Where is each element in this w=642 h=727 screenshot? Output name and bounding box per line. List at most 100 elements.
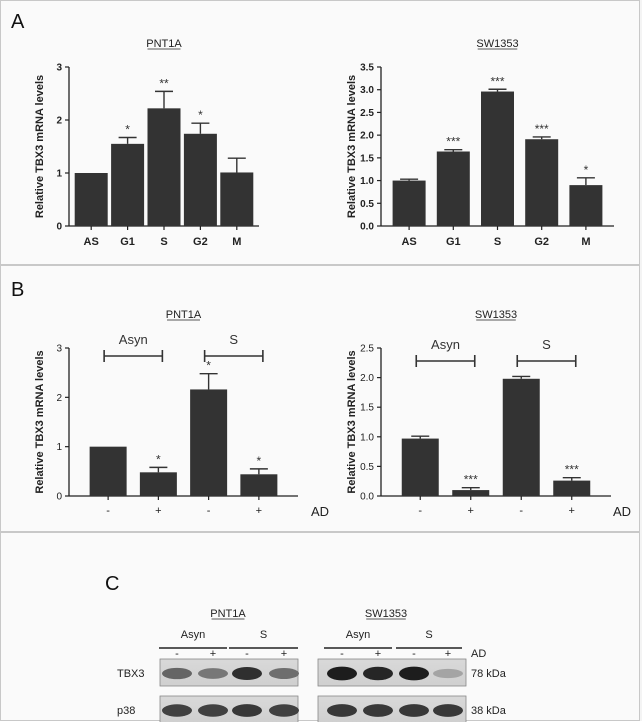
blot-treatment-label: AD [471, 648, 486, 660]
bar [525, 139, 559, 226]
panel-c: C PNT1A Asyn S - + - + SW1353 Asyn S - + - + AD TBX3 78 … [0, 532, 640, 724]
group-label: Asyn [431, 337, 460, 352]
y-tick-label: 2 [56, 116, 62, 127]
blot-cell-line: PNT1A [210, 608, 246, 620]
significance-marker: *** [565, 463, 579, 477]
blot-band [399, 704, 429, 717]
bar [183, 133, 217, 226]
x-tick-label: G2 [534, 236, 549, 248]
y-tick-label: 3 [56, 63, 62, 74]
y-tick-label: 1.0 [360, 432, 374, 443]
panel-b-svg: B PNT1A Relative TBX3 mRNA levels 0 1 2 3 - * + *… [11, 279, 631, 519]
x-tick-label: G1 [120, 236, 135, 248]
bar [401, 438, 439, 496]
y-tick-label: 1 [56, 169, 62, 180]
blot-group-label: S [425, 629, 432, 641]
y-tick-label: 0.0 [360, 222, 374, 233]
significance-marker: *** [535, 122, 549, 136]
x-tick-label: G2 [193, 236, 208, 248]
y-tick-label: 1.0 [360, 176, 374, 187]
y-tick-label: 3.5 [360, 63, 374, 74]
x-tick-label: AS [84, 236, 99, 248]
y-axis-label: Relative TBX3 mRNA levels [34, 75, 46, 218]
y-tick-label: 0.0 [360, 492, 374, 503]
y-tick-label: 0.5 [360, 462, 374, 473]
significance-marker: * [125, 122, 130, 136]
chart-title: PNT1A [166, 309, 202, 321]
blot-band [327, 666, 357, 681]
panel-a: A PNT1A Relative TBX3 mRNA levels 0 1 2 3 AS * G… [0, 0, 640, 265]
bar [190, 389, 228, 496]
treatment-label: AD [311, 504, 329, 519]
blot-band [232, 704, 262, 717]
group-label: S [229, 332, 238, 347]
group-label: Asyn [119, 332, 148, 347]
y-axis-label: Relative TBX3 mRNA levels [346, 350, 358, 493]
blot-lane-label: - [175, 648, 179, 660]
significance-marker: * [206, 359, 211, 373]
significance-marker: *** [464, 473, 478, 487]
blot-protein-label: p38 [117, 705, 135, 717]
panel-b-label: B [11, 279, 24, 301]
blot-lane-label: + [281, 648, 287, 660]
blot-band [232, 666, 262, 681]
y-tick-label: 2.0 [360, 373, 374, 384]
x-tick-label: M [232, 236, 241, 248]
bar [392, 180, 426, 226]
y-tick-label: 3 [56, 344, 62, 355]
panel-b: B PNT1A Relative TBX3 mRNA levels 0 1 2 3 - * + *… [0, 265, 640, 532]
chart-b-pnt1a: PNT1A Relative TBX3 mRNA levels 0 1 2 3 - * + * - *… [34, 309, 329, 519]
bar [147, 108, 181, 226]
blot-group-label: Asyn [181, 629, 205, 641]
blot-group-label: S [260, 629, 267, 641]
bar [220, 172, 254, 226]
bar [569, 185, 603, 226]
group-label: S [542, 337, 551, 352]
panel-a-svg: A PNT1A Relative TBX3 mRNA levels 0 1 2 3 AS * G… [11, 11, 614, 248]
blot-lane-label: - [245, 648, 249, 660]
bar [553, 480, 591, 496]
blot-protein-label: TBX3 [117, 668, 145, 680]
blot-band [363, 666, 393, 681]
blot-band [162, 704, 192, 717]
x-tick-label: + [155, 505, 161, 517]
x-tick-label: - [418, 505, 422, 517]
panel-c-label: C [105, 573, 119, 595]
y-tick-label: 2.5 [360, 108, 374, 119]
significance-marker: * [156, 452, 161, 466]
x-tick-label: + [256, 505, 262, 517]
bar [139, 472, 177, 496]
blot-band [198, 668, 228, 679]
blot-band [363, 704, 393, 717]
x-tick-label: + [569, 505, 575, 517]
blot-band [433, 704, 463, 717]
bar [89, 446, 127, 496]
y-tick-label: 0 [56, 492, 62, 503]
x-tick-label: S [494, 236, 501, 248]
blot-band [198, 704, 228, 717]
blot-band [269, 704, 299, 717]
y-axis-label: Relative TBX3 mRNA levels [346, 75, 358, 218]
x-tick-label: - [207, 505, 211, 517]
bar [452, 490, 490, 496]
blot-group-label: Asyn [346, 629, 370, 641]
panel-a-label: A [11, 11, 25, 33]
x-tick-label: - [106, 505, 110, 517]
blot-lane-label: + [375, 648, 381, 660]
x-tick-label: S [160, 236, 167, 248]
y-tick-label: 0.5 [360, 199, 374, 210]
blot-lane-label: + [445, 648, 451, 660]
blot-band [399, 666, 429, 681]
chart-title: PNT1A [146, 38, 182, 50]
significance-marker: *** [490, 74, 504, 88]
bar [502, 378, 540, 496]
significance-marker: * [198, 108, 203, 122]
y-tick-label: 1.5 [360, 403, 374, 414]
blot-band [327, 704, 357, 717]
y-tick-label: 2.5 [360, 344, 374, 355]
x-tick-label: M [581, 236, 590, 248]
x-tick-label: - [519, 505, 523, 517]
y-tick-label: 2.0 [360, 131, 374, 142]
